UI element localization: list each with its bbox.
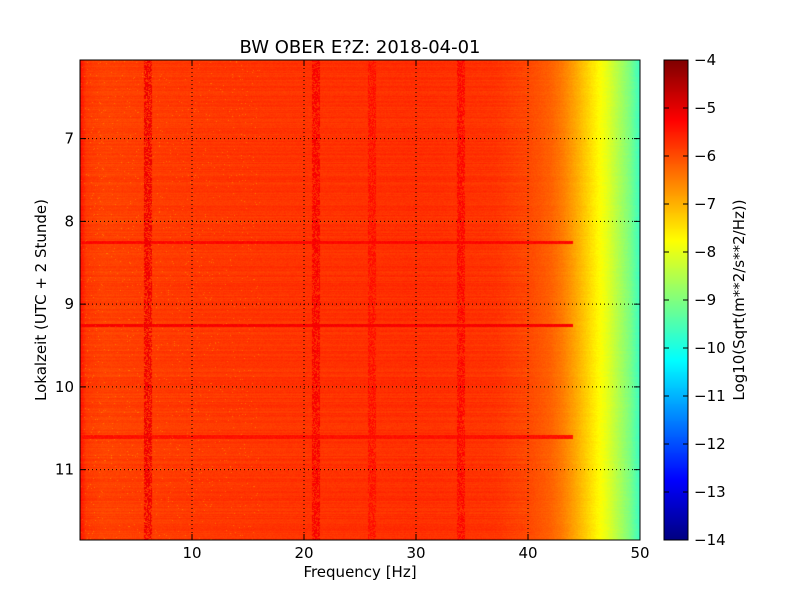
colorbar-tick-label: −9: [694, 291, 716, 309]
y-tick-label: 9: [64, 295, 74, 313]
colorbar-tick-label: −7: [694, 195, 716, 213]
y-tick-label: 7: [64, 130, 74, 148]
colorbar-tick-label: −12: [694, 435, 726, 453]
colorbar-tick-label: −14: [694, 531, 726, 549]
x-axis-ticks: 10 20 30 40 50: [182, 60, 650, 562]
colorbar-tick-label: −4: [694, 51, 716, 69]
colorbar-tick-label: −6: [694, 147, 716, 165]
colorbar-tick-label: −13: [694, 483, 726, 501]
y-axis-label: Lokalzeit (UTC + 2 Stunde): [32, 199, 50, 401]
y-tick-label: 10: [55, 378, 74, 396]
x-tick-label: 40: [518, 544, 537, 562]
plot-area: 10 20 30 40 50 7 8 9 10 11: [55, 59, 650, 562]
colorbar-tick-label: −10: [694, 339, 726, 357]
x-axis-label: Frequency [Hz]: [303, 563, 416, 581]
spectrogram-canvas: [80, 60, 640, 540]
x-tick-label: 50: [630, 544, 649, 562]
x-tick-label: 20: [294, 544, 313, 562]
y-tick-label: 8: [64, 212, 74, 230]
spectrogram-image: [80, 60, 640, 540]
x-tick-label: 10: [182, 544, 201, 562]
colorbar-ticks: −4 −5 −6 −7 −8 −9 −10 −11 −12 −13 −14: [664, 51, 726, 549]
colorbar-label: Log10(Sqrt(m**2/s**2/Hz)): [730, 199, 748, 400]
plot-frame: [79, 59, 641, 541]
y-tick-label: 11: [55, 461, 74, 479]
grid-lines: [80, 60, 641, 540]
colorbar-tick-label: −11: [694, 387, 726, 405]
chart-title: BW OBER E?Z: 2018-04-01: [240, 37, 481, 58]
y-axis-ticks: 7 8 9 10 11: [55, 130, 640, 479]
colorbar-tick-label: −8: [694, 243, 716, 261]
x-tick-label: 30: [406, 544, 425, 562]
colorbar-tick-label: −5: [694, 99, 716, 117]
colorbar: −4 −5 −6 −7 −8 −9 −10 −11 −12 −13 −14: [663, 51, 726, 549]
